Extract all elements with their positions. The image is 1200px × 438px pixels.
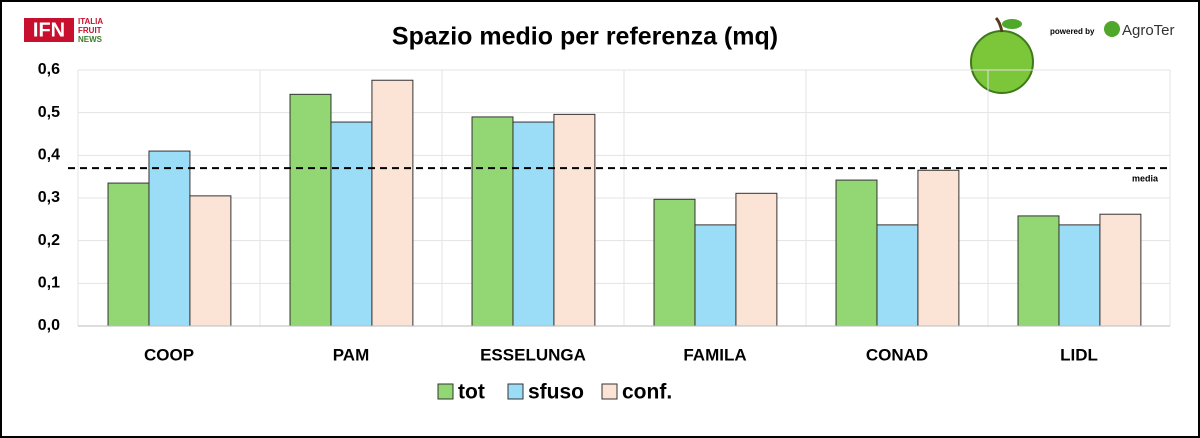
x-tick-label: FAMILA — [683, 345, 746, 364]
agroter-logo: AgroTer — [1122, 22, 1175, 39]
apple-icon — [970, 16, 1034, 94]
bar — [876, 224, 919, 327]
logo-text: FRUIT — [78, 26, 102, 35]
powered-by: powered by — [1050, 27, 1095, 36]
bar — [189, 195, 232, 327]
bar — [835, 179, 878, 327]
bar — [694, 224, 737, 327]
legend-label: tot — [458, 381, 485, 404]
x-tick-label: COOP — [144, 345, 194, 364]
y-tick-label: 0,4 — [38, 147, 60, 164]
legend-swatch — [601, 383, 618, 400]
y-tick-label: 0,2 — [38, 232, 60, 249]
legend-swatch — [437, 383, 454, 400]
y-tick-label: 0,3 — [38, 189, 60, 206]
bar — [512, 121, 555, 327]
bar — [148, 150, 191, 327]
legend-label: sfuso — [528, 381, 584, 404]
ifn-logo: IFN ITALIA FRUIT NEWS — [24, 17, 103, 44]
bar — [917, 169, 960, 327]
reference-label: media — [1132, 174, 1159, 184]
bar — [330, 121, 373, 327]
bar — [107, 182, 150, 327]
bar — [1099, 213, 1142, 327]
x-tick-label: LIDL — [1060, 345, 1098, 364]
stem — [994, 16, 1004, 33]
x-tick-label: CONAD — [866, 345, 928, 364]
x-tick-label: ESSELUNGA — [480, 345, 586, 364]
logo-text: ITALIA — [78, 17, 103, 26]
bar — [653, 198, 696, 327]
y-tick-label: 0,1 — [38, 275, 60, 292]
logo-box — [24, 18, 74, 42]
legend-swatch — [507, 383, 524, 400]
bar — [735, 192, 778, 327]
x-tick-label: PAM — [333, 345, 370, 364]
bar — [471, 116, 514, 327]
agroter-icon — [1104, 21, 1120, 37]
y-tick-label: 0,6 — [38, 61, 60, 78]
apple — [970, 30, 1034, 94]
chart-title: Spazio medio per referenza (mq) — [392, 23, 778, 51]
y-tick-label: 0,0 — [38, 317, 60, 334]
logo-text: NEWS — [78, 35, 103, 44]
bar — [553, 113, 596, 327]
logo-text: IFN — [33, 19, 65, 41]
bar — [289, 93, 332, 327]
leaf — [1002, 19, 1022, 29]
bar — [1017, 215, 1060, 327]
bar — [1058, 224, 1101, 327]
legend-label: conf. — [622, 381, 672, 404]
y-tick-label: 0,5 — [38, 104, 60, 121]
bar — [371, 79, 414, 327]
